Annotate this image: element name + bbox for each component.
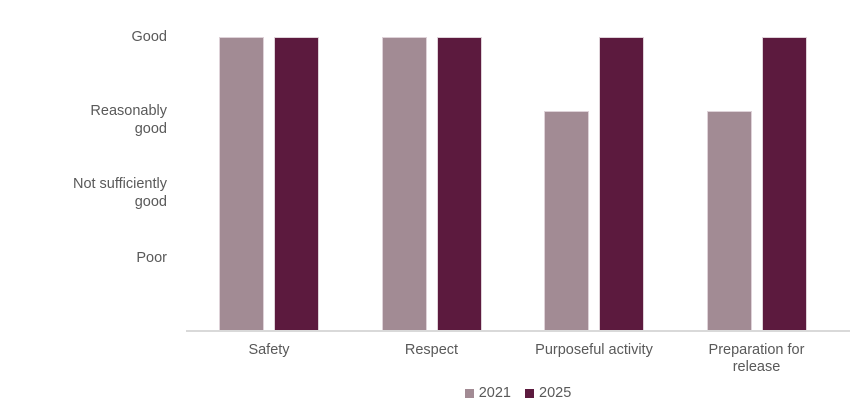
y-tick-label-not-sufficiently-good: Not sufficiently good xyxy=(72,176,167,210)
legend-label-2021: 2021 xyxy=(478,385,511,401)
y-tick-label-poor: Poor xyxy=(136,249,167,266)
legend-swatch-2021 xyxy=(464,388,474,398)
bar-2021-safety xyxy=(219,37,264,331)
legend-item-2021: 2021 xyxy=(464,384,511,402)
chart-legend: 2021 2025 xyxy=(186,384,850,402)
y-tick-label-good: Good xyxy=(131,29,167,45)
x-axis-line xyxy=(186,330,850,332)
y-tick-label-reasonably-good: Reasonably good xyxy=(90,102,167,137)
x-category-label-purposeful-activity: Purposeful activity xyxy=(535,342,653,358)
bar-2021-preparation-for-release xyxy=(706,110,752,331)
legend-label-2025: 2025 xyxy=(539,385,572,401)
x-category-label-safety: Safety xyxy=(248,342,290,358)
bar-2021-respect xyxy=(381,37,427,331)
bar-2025-respect xyxy=(436,37,482,331)
legend-swatch-2025 xyxy=(525,388,534,398)
x-category-label-respect: Respect xyxy=(404,342,459,358)
x-category-label-preparation-for-release: Preparation for release xyxy=(708,342,805,375)
bar-2025-purposeful-activity xyxy=(599,37,644,331)
legend-item-2025: 2025 xyxy=(525,384,571,402)
bar-2025-safety xyxy=(274,37,319,331)
bar-2025-preparation-for-release xyxy=(761,37,807,331)
bar-2021-purposeful-activity xyxy=(544,110,589,331)
